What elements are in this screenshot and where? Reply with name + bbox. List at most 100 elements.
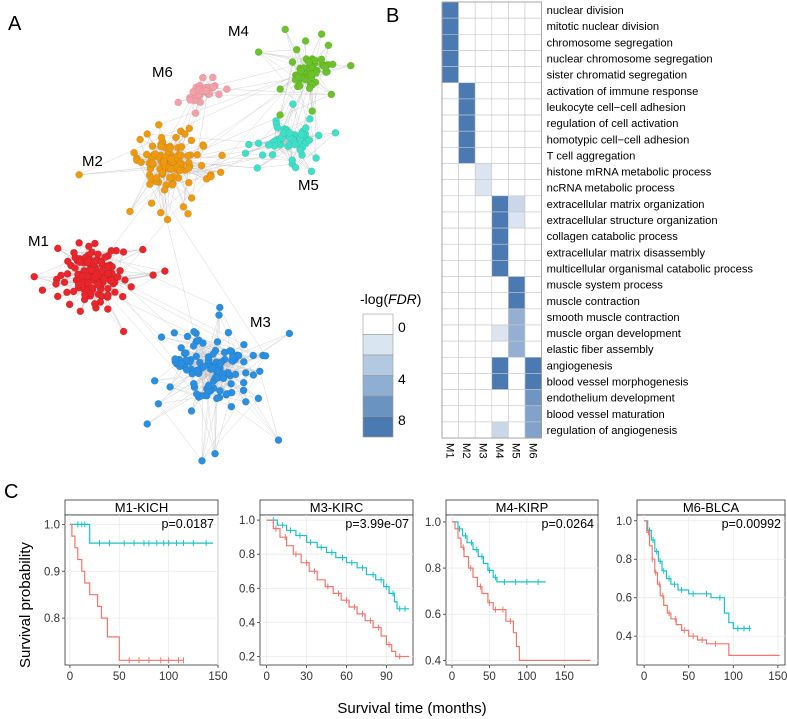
heatmap-row-label: blood vessel morphogenesis [547, 377, 689, 389]
module-label-m3: M3 [250, 314, 271, 331]
network-edge [231, 406, 279, 441]
heatmap-cell [491, 421, 509, 439]
heatmap-cell [508, 308, 526, 326]
network-node-m6 [223, 85, 231, 93]
heatmap-cell [441, 33, 459, 51]
heatmap-cell [458, 227, 476, 245]
x-tick-label: 150 [208, 671, 227, 683]
heatmap-cell [458, 1, 476, 19]
network-edge [101, 264, 223, 374]
heatmap-cell [458, 211, 476, 229]
y-tick-label: 0.8 [44, 613, 60, 625]
survival-curve-group1 [452, 521, 546, 583]
network-node-m3 [198, 456, 206, 465]
heatmap-cell [458, 421, 476, 439]
network-node-m3 [216, 386, 224, 395]
network-node-m2 [148, 142, 157, 150]
network-node-m5 [305, 136, 314, 144]
network-edge [258, 51, 313, 112]
heatmap-cell [458, 147, 476, 164]
network-node-m4 [317, 30, 326, 38]
network-node-m3 [170, 328, 179, 337]
legend-swatch [362, 375, 394, 397]
x-tick-label: 150 [555, 671, 574, 683]
module-label-m2: M2 [82, 153, 103, 170]
network-node-m5 [331, 128, 340, 137]
heatmap-cell [474, 324, 493, 342]
network-node-m4 [294, 73, 303, 81]
heatmap-cell [474, 114, 493, 132]
heatmap-cell [524, 17, 542, 35]
network-edge [156, 177, 195, 332]
plot-title: M6-BLCA [683, 500, 740, 515]
heatmap-cell [508, 373, 526, 390]
network-node-m3 [192, 390, 201, 398]
network-node-m1 [104, 263, 112, 271]
heatmap-cell [508, 33, 526, 51]
heatmap-cell [491, 195, 509, 213]
network-node-m5 [290, 140, 299, 149]
p-value: p=0.0187 [162, 517, 215, 531]
x-tick-label: 0 [67, 671, 73, 683]
network-node-m5 [244, 140, 253, 149]
heatmap-cell [441, 389, 459, 407]
y-tick-label: 1.0 [44, 519, 60, 531]
network-node-m3 [228, 352, 237, 361]
network-node-m3 [239, 378, 248, 387]
network-edge [258, 49, 297, 53]
network-node-m3 [190, 327, 198, 336]
x-tick-label: 0 [263, 671, 269, 683]
network-node-m1 [149, 271, 157, 279]
heatmap-cell [441, 130, 459, 148]
heatmap-cell [441, 195, 459, 213]
network-node-m1 [94, 250, 102, 258]
network-node-m1 [85, 242, 93, 251]
p-value: p=0.00992 [722, 517, 781, 531]
network-node-m3 [171, 355, 179, 363]
heatmap-cell [441, 114, 459, 132]
x-tick-label: 100 [159, 671, 178, 683]
survival-curve-group2 [69, 523, 184, 661]
heatmap-column-labels: M1 M2 M3 M4 M5 M6 [443, 443, 538, 459]
network-node-m2 [207, 172, 215, 181]
heatmap-cell [524, 292, 542, 310]
network-node-m2 [143, 130, 151, 138]
heatmap-cell [508, 66, 526, 84]
network-node-m5 [285, 128, 294, 137]
network-edge [309, 118, 317, 159]
heatmap-cell [524, 50, 542, 67]
heatmap-cell [491, 340, 509, 358]
heatmap-cell [508, 340, 526, 358]
heatmap-cell [508, 163, 526, 180]
network-node-m4 [276, 85, 285, 93]
network-node-m5 [296, 146, 305, 154]
network-node-m3 [215, 303, 224, 312]
heatmap-cell [491, 98, 509, 116]
heatmap-cell [474, 66, 493, 84]
heatmap-cell [441, 147, 459, 164]
network-node-m1 [118, 292, 127, 301]
heatmap-cell [474, 340, 493, 358]
network-edge [147, 369, 216, 425]
network-node-m2 [177, 142, 186, 151]
y-tick-label: 0.4 [616, 631, 633, 643]
y-tick-label: 0.6 [239, 583, 255, 595]
heatmap-cell [474, 130, 493, 148]
heatmap-cell [474, 1, 493, 19]
heatmap-row-label: histone mRNA metabolic process [547, 167, 712, 179]
heatmap-cell [491, 308, 509, 326]
network-node-m2 [148, 159, 157, 167]
heatmap-cell [441, 292, 459, 310]
x-tick-label: 50 [483, 671, 496, 683]
network-node-m3 [208, 364, 217, 372]
legend-title: -log(FDR) [360, 291, 421, 307]
network-edge [214, 392, 232, 454]
network-node-m4 [295, 82, 304, 90]
network-node-m4 [301, 37, 310, 45]
x-tick-label: 0 [641, 671, 647, 683]
heatmap-cell [458, 33, 476, 51]
network-node-m1 [64, 257, 72, 266]
network-node-m3 [204, 381, 213, 390]
network-node-m1 [84, 279, 92, 287]
network-node-m4 [308, 107, 317, 115]
